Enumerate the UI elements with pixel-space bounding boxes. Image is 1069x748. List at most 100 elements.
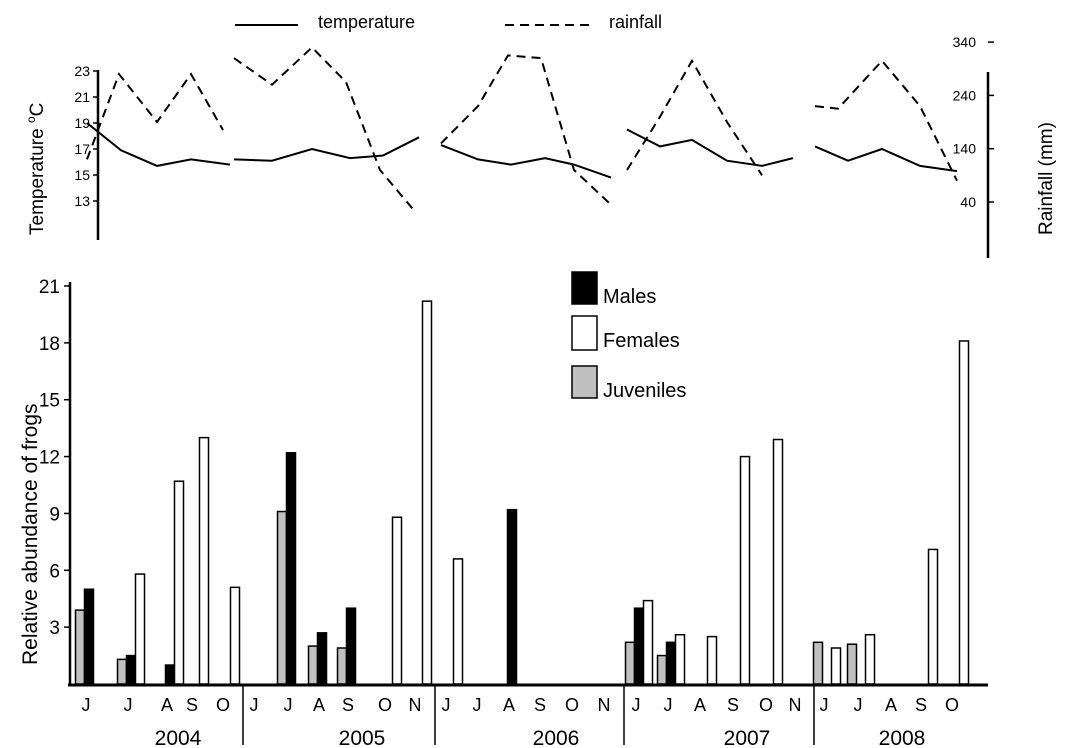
- month-label: S: [342, 695, 354, 715]
- rainfall-line-2006: [440, 54, 612, 206]
- temperature-tick-label: 23: [74, 63, 90, 79]
- month-label: J: [820, 695, 829, 715]
- male-bar: [164, 664, 176, 685]
- juvenile-bar: [624, 641, 636, 685]
- male-bar: [665, 641, 677, 685]
- female-bar: [958, 340, 970, 685]
- female-bar: [198, 436, 210, 685]
- juvenile-bar: [307, 645, 319, 685]
- temperature-tick-label: 21: [74, 89, 90, 105]
- juvenile-bar: [276, 510, 288, 685]
- male-bar: [316, 632, 328, 685]
- female-bar: [452, 558, 464, 685]
- abundance-tick-label: 12: [39, 448, 60, 469]
- abundance-panel: 3 6 9 12 15 18 21 Relative abundance of frogs J J…: [19, 271, 988, 748]
- rainfall-line-2005: [233, 46, 417, 214]
- temperature-line-2007: [626, 128, 794, 167]
- female-bar: [642, 599, 654, 685]
- temperature-tick-label: 13: [74, 193, 90, 209]
- temperature-line-2004: [86, 122, 231, 167]
- month-label: J: [632, 695, 641, 715]
- rainfall-line-2008: [814, 59, 958, 182]
- month-label: J: [284, 695, 293, 715]
- juvenile-bar: [336, 647, 348, 685]
- legend-rainfall-label: rainfall: [609, 12, 662, 32]
- month-label: O: [216, 695, 230, 715]
- month-label: O: [378, 695, 392, 715]
- month-label: O: [945, 695, 959, 715]
- female-bar: [927, 548, 939, 685]
- month-label: J: [82, 695, 91, 715]
- abundance-tick-label: 18: [39, 334, 60, 355]
- month-label: A: [161, 695, 173, 715]
- abundance-tick-label: 9: [49, 504, 60, 525]
- female-bar: [739, 455, 751, 685]
- month-label: J: [250, 695, 259, 715]
- month-label: N: [789, 695, 802, 715]
- female-bar: [706, 635, 718, 685]
- temperature-tick-label: 19: [74, 115, 90, 131]
- month-label: A: [694, 695, 706, 715]
- abundance-tick-label: 21: [39, 277, 60, 298]
- juvenile-bar: [74, 609, 86, 685]
- abundance-tick-label: 6: [49, 561, 60, 582]
- legend-swatch-juveniles: [571, 365, 598, 399]
- male-bar: [83, 588, 95, 685]
- year-label: 2004: [155, 727, 202, 748]
- month-label: J: [442, 695, 451, 715]
- month-label: J: [473, 695, 482, 715]
- female-bar: [173, 480, 185, 685]
- male-bar: [125, 654, 137, 685]
- month-label: J: [124, 695, 133, 715]
- female-bar: [421, 300, 433, 685]
- month-label: A: [503, 695, 515, 715]
- month-label: S: [915, 695, 927, 715]
- temperature-axis-label: Temperature oC: [24, 103, 48, 235]
- temperature-line-2006: [440, 144, 612, 179]
- male-bar: [506, 508, 518, 685]
- female-bar: [830, 647, 842, 685]
- female-bar: [134, 573, 146, 685]
- male-bar: [345, 607, 357, 685]
- legend-temperature-label: temperature: [318, 12, 415, 32]
- male-bar: [633, 607, 645, 685]
- legend-swatch-males: [571, 271, 598, 305]
- month-label: N: [598, 695, 611, 715]
- rainfall-axis-label: Rainfall (mm): [1036, 122, 1057, 235]
- temperature-tick-label: 15: [74, 167, 90, 183]
- month-label: J: [664, 695, 673, 715]
- rainfall-line-2007: [626, 58, 763, 176]
- temperature-tick-label: 17: [74, 141, 90, 157]
- legend-label-males: Males: [603, 286, 656, 308]
- legend-label-juveniles: Juveniles: [603, 380, 686, 402]
- month-label: S: [727, 695, 739, 715]
- legend-swatch-females: [571, 315, 598, 351]
- abundance-tick-label: 3: [49, 618, 60, 639]
- month-label: A: [313, 695, 325, 715]
- rainfall-tick-label: 40: [960, 194, 976, 210]
- juvenile-bar: [812, 641, 824, 685]
- female-bar: [772, 438, 784, 685]
- month-label: O: [565, 695, 579, 715]
- rainfall-line-2004: [86, 72, 224, 160]
- male-bar: [285, 452, 297, 685]
- month-label: N: [409, 695, 422, 715]
- temperature-line-2005: [233, 136, 420, 162]
- juvenile-bar: [846, 643, 858, 685]
- rainfall-tick-label: 340: [953, 34, 977, 50]
- month-label: A: [885, 695, 897, 715]
- year-label: 2006: [533, 727, 580, 748]
- year-label: 2007: [724, 727, 771, 748]
- female-bar: [674, 633, 686, 685]
- month-label: O: [759, 695, 773, 715]
- year-label: 2005: [339, 727, 386, 748]
- abundance-axis-label: Relative abundance of frogs: [19, 403, 42, 665]
- month-label: J: [854, 695, 863, 715]
- rainfall-tick-label: 140: [953, 141, 977, 157]
- abundance-tick-label: 15: [39, 391, 60, 412]
- female-bar: [229, 586, 241, 685]
- female-bar: [391, 516, 403, 685]
- climate-panel: temperature rainfall 13 15 17 19 21 23 Temperatu…: [24, 12, 1057, 258]
- juvenile-bar: [116, 658, 128, 685]
